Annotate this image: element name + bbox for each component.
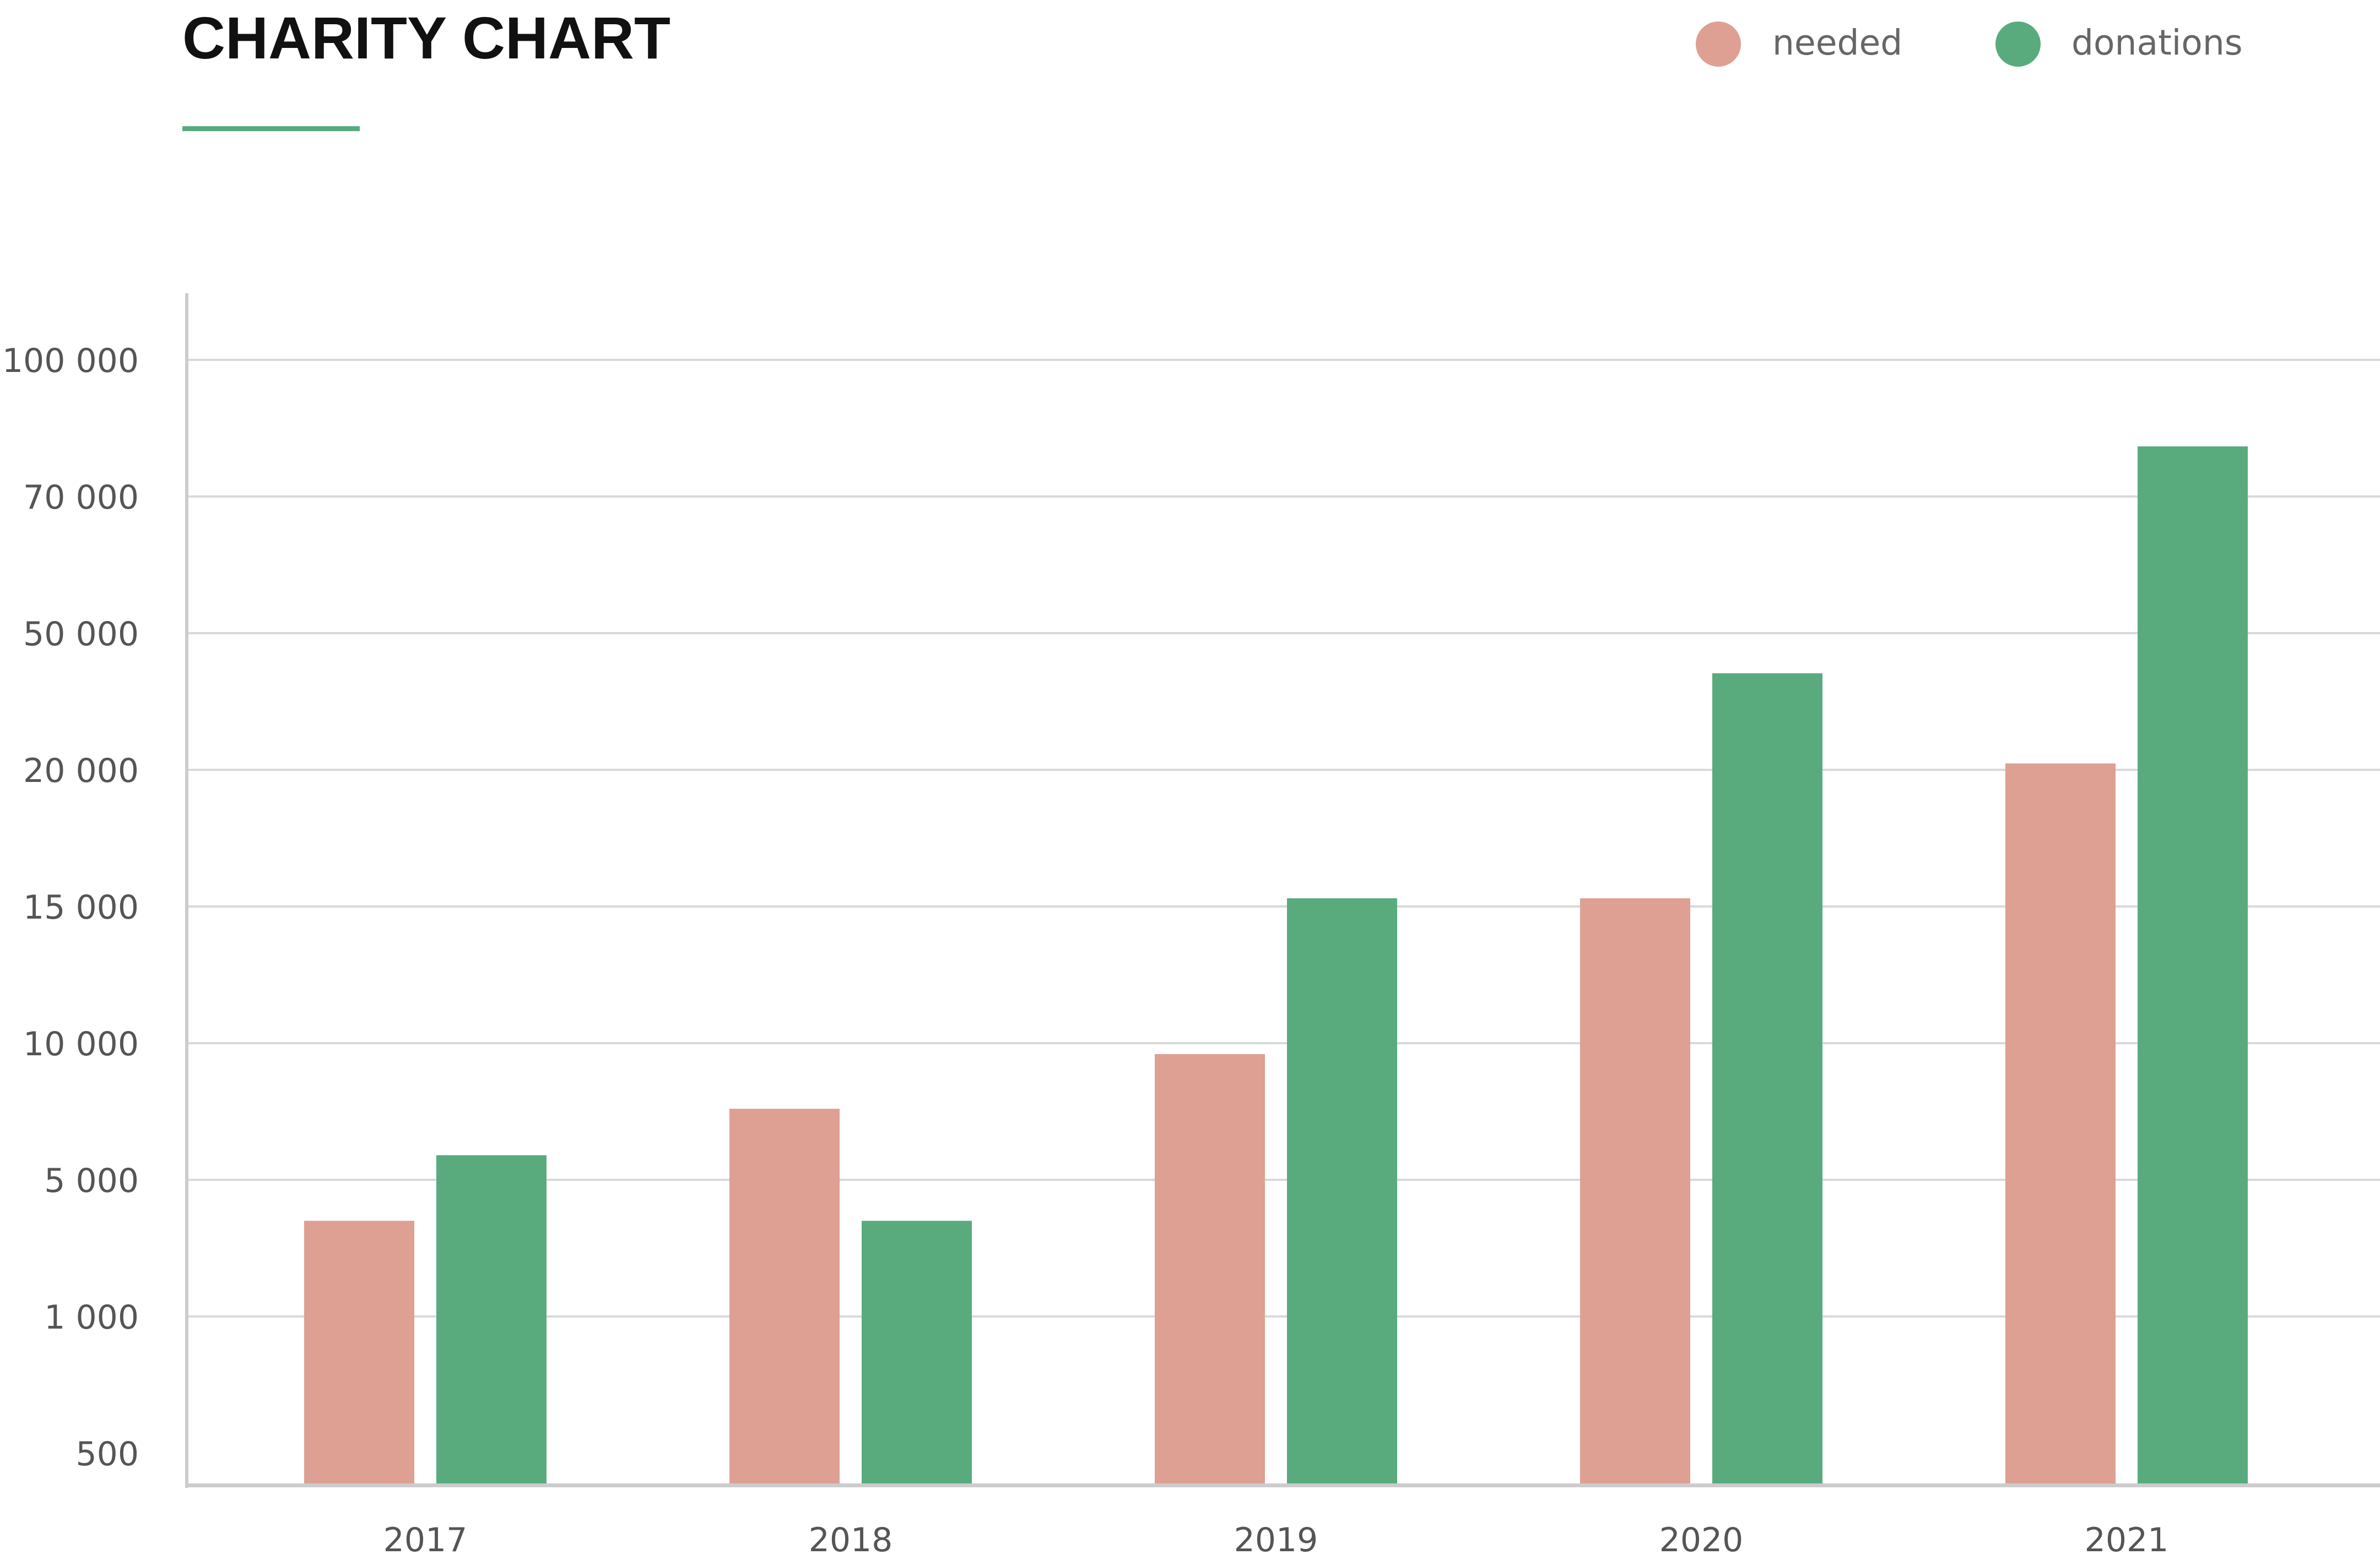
x-tick-label: 2020 — [1659, 1521, 1744, 1559]
x-tick-label: 2017 — [383, 1521, 468, 1559]
y-tick-label: 20 000 — [23, 752, 139, 790]
legend-label-needed: needed — [1772, 23, 1902, 63]
bar-needed-2019 — [1155, 1054, 1265, 1483]
x-tick-label: 2021 — [2085, 1521, 2169, 1559]
grid-lines — [188, 359, 2380, 1318]
bars — [304, 446, 2248, 1483]
y-tick-label: 1 000 — [44, 1298, 139, 1337]
bar-needed-2021 — [2005, 763, 2116, 1483]
legend: needed donations — [1696, 21, 2243, 67]
y-tick-label: 100 000 — [2, 342, 139, 380]
y-tick-label: 500 — [75, 1435, 139, 1474]
bar-donations-2019 — [1287, 898, 1397, 1483]
x-tick-label: 2019 — [1234, 1521, 1318, 1559]
y-tick-label: 50 000 — [23, 615, 139, 654]
y-axis-ticks: 500 1 000 5 000 10 000 15 000 20 000 50 000 70 … — [2, 342, 139, 1474]
legend-marker-donations — [1995, 21, 2041, 67]
bar-donations-2017 — [436, 1155, 547, 1483]
title-underline — [182, 126, 360, 131]
x-axis-ticks: 2017 2018 2019 2020 2021 — [383, 1521, 2169, 1559]
chart-title: CHARITY CHART — [182, 4, 670, 71]
bar-donations-2018 — [862, 1221, 972, 1483]
x-tick-label: 2018 — [809, 1521, 893, 1559]
bar-needed-2017 — [304, 1221, 414, 1483]
legend-marker-needed — [1696, 21, 1741, 67]
bar-needed-2018 — [729, 1109, 840, 1483]
bar-needed-2020 — [1580, 898, 1690, 1483]
y-axis-line — [185, 293, 188, 1488]
legend-label-donations: donations — [2071, 23, 2243, 63]
bar-donations-2020 — [1712, 673, 1822, 1483]
y-tick-label: 5 000 — [44, 1162, 139, 1200]
y-tick-label: 10 000 — [23, 1025, 139, 1064]
y-tick-label: 15 000 — [23, 888, 139, 927]
y-tick-label: 70 000 — [23, 478, 139, 517]
bar-donations-2021 — [2138, 446, 2248, 1483]
x-axis-line — [185, 1483, 2380, 1487]
